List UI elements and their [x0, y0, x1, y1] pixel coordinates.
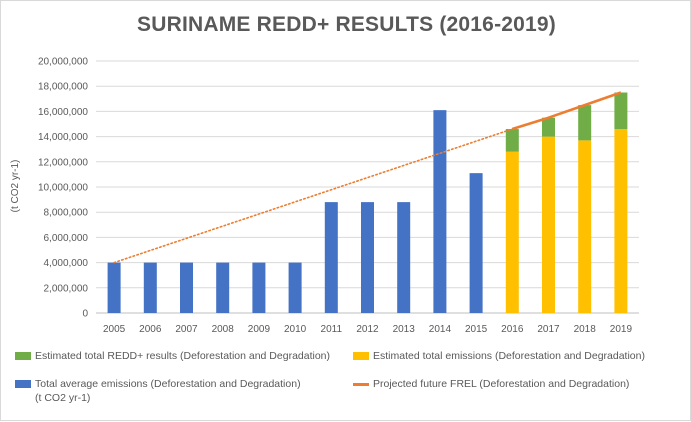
y-axis-ticks: 0 2,000,000 4,000,000 6,000,000 8,000,000 10,… — [38, 57, 89, 320]
y-tick-label: 20,000,000 — [38, 57, 88, 68]
legend-label: Projected future FREL (Deforestation and… — [373, 378, 630, 390]
y-tick-label: 10,000,000 — [38, 183, 88, 194]
bar-redd-results — [505, 129, 519, 152]
x-tick-label: 2005 — [103, 324, 126, 335]
trendline-dotted — [113, 128, 514, 264]
bar-average-emissions — [361, 202, 374, 313]
x-tick-label: 2018 — [574, 324, 597, 335]
y-tick-label: 8,000,000 — [44, 208, 89, 219]
bar-average-emissions — [143, 262, 157, 313]
x-tick-label: 2008 — [212, 324, 235, 335]
x-tick-label: 2019 — [610, 324, 633, 335]
x-tick-label: 2009 — [248, 324, 271, 335]
y-tick-label: 2,000,000 — [44, 283, 89, 294]
legend-label: Estimated total emissions (Deforestation… — [373, 350, 645, 362]
bars — [107, 92, 628, 313]
legend-swatch-orange-line — [353, 383, 369, 386]
y-tick-label: 14,000,000 — [38, 132, 88, 143]
bar-average-emissions — [216, 262, 230, 313]
bar-redd-results — [542, 117, 555, 137]
x-tick-label: 2007 — [175, 324, 198, 335]
y-tick-label: 12,000,000 — [38, 157, 88, 168]
lines — [113, 91, 622, 264]
x-axis-ticks: 2005 2006 2007 2008 2009 2010 2011 2012 2013 2014… — [103, 324, 632, 335]
y-tick-label: 4,000,000 — [44, 258, 89, 269]
y-tick-label: 0 — [82, 309, 88, 320]
x-tick-label: 2015 — [465, 324, 488, 335]
bar-estimated-emissions — [542, 136, 555, 313]
legend-label-line2: (t CO2 yr-1) — [35, 392, 91, 404]
bar-average-emissions — [469, 173, 483, 313]
bar-redd-results — [578, 105, 592, 141]
bar-average-emissions — [397, 202, 411, 313]
bar-redd-results — [614, 92, 628, 130]
x-tick-label: 2012 — [356, 324, 379, 335]
y-tick-label: 6,000,000 — [44, 233, 89, 244]
x-tick-label: 2006 — [139, 324, 162, 335]
x-tick-label: 2013 — [393, 324, 416, 335]
bar-average-emissions — [180, 262, 193, 313]
bar-average-emissions — [107, 262, 121, 313]
bar-average-emissions — [252, 262, 266, 313]
x-tick-label: 2016 — [501, 324, 524, 335]
bar-estimated-emissions — [614, 129, 628, 313]
x-tick-label: 2017 — [537, 324, 560, 335]
bar-estimated-emissions — [505, 151, 519, 313]
y-tick-label: 16,000,000 — [38, 107, 88, 118]
legend-swatch-blue — [15, 380, 31, 388]
bar-average-emissions — [433, 110, 447, 313]
y-axis-label: (t CO2 yr-1) — [10, 160, 21, 213]
legend-label: Total average emissions (Deforestation a… — [35, 378, 301, 390]
chart-title: SURINAME REDD+ RESULTS (2016-2019) — [137, 13, 556, 36]
x-tick-label: 2010 — [284, 324, 307, 335]
bar-average-emissions — [288, 262, 302, 313]
x-tick-label: 2014 — [429, 324, 452, 335]
bar-average-emissions — [324, 202, 338, 313]
line-projected-frel — [511, 91, 622, 131]
bar-estimated-emissions — [578, 140, 592, 313]
x-tick-label: 2011 — [321, 324, 343, 335]
legend-label: Estimated total REDD+ results (Deforesta… — [35, 350, 331, 362]
y-tick-label: 18,000,000 — [38, 82, 88, 93]
legend-swatch-yellow — [353, 352, 369, 360]
legend-swatch-green — [15, 352, 31, 360]
